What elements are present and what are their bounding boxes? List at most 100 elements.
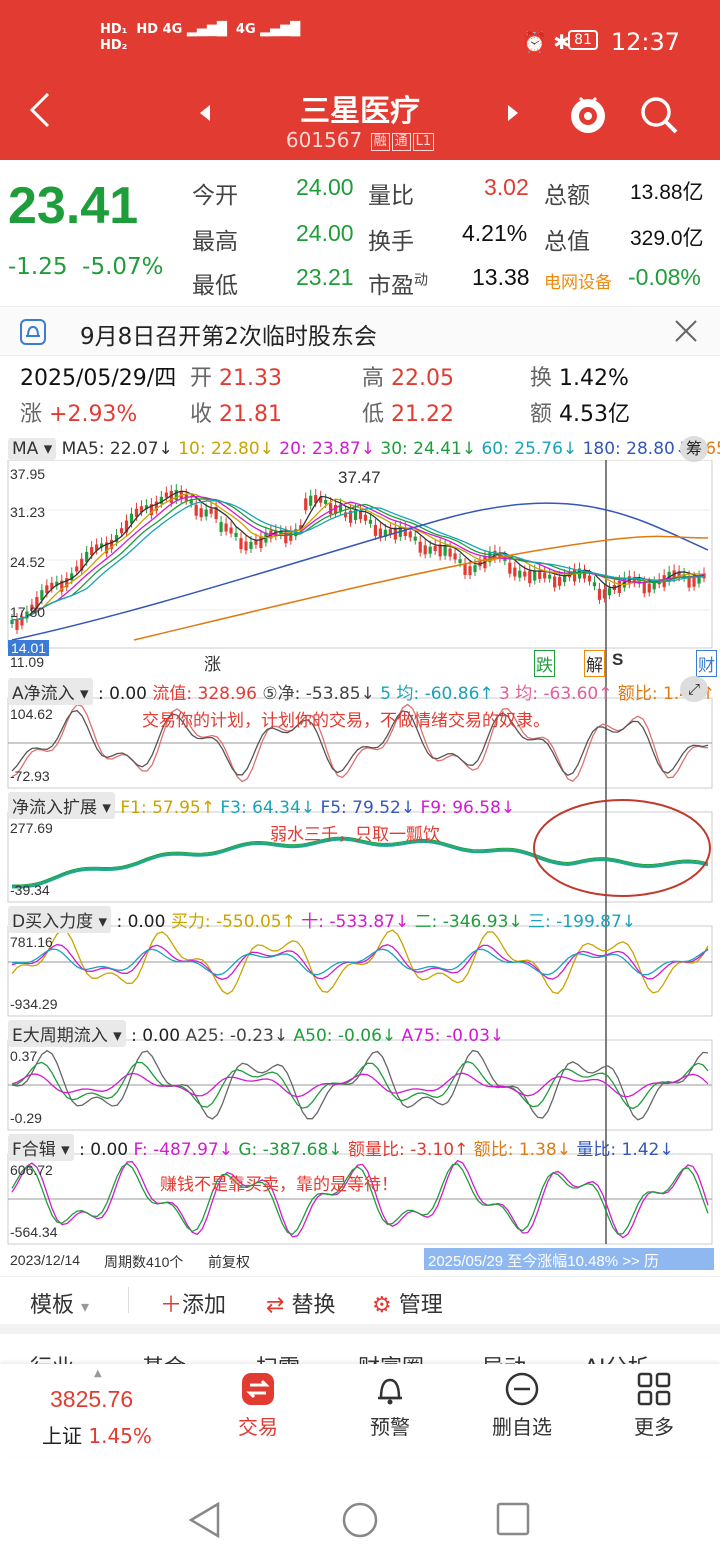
candle-body xyxy=(219,522,223,533)
tab-ai-analysis[interactable]: AI分析 xyxy=(584,1350,650,1364)
indicator-line xyxy=(11,709,709,776)
kline-charts[interactable] xyxy=(0,460,720,1270)
tab-movement[interactable]: 异动 xyxy=(482,1350,526,1364)
replace-button[interactable]: ⇄ 替换 xyxy=(266,1293,336,1318)
candle-body xyxy=(338,504,343,512)
indicator-line xyxy=(11,948,709,976)
back-button[interactable] xyxy=(28,90,52,134)
robot-assistant-icon[interactable] xyxy=(566,92,610,140)
system-recents-icon[interactable] xyxy=(496,1502,530,1540)
close-icon[interactable] xyxy=(674,319,698,347)
panel-frame xyxy=(7,460,713,649)
market-cap-value: 329.0亿 xyxy=(630,227,704,250)
ind-a-axis-top: 104.62 xyxy=(10,706,53,722)
nav-remove-watchlist[interactable]: 删自选 xyxy=(472,1372,572,1440)
tab-industry[interactable]: 行业 xyxy=(30,1350,74,1364)
tab-minesweeper[interactable]: 扫雷 xyxy=(256,1350,300,1364)
system-home-icon[interactable] xyxy=(342,1502,378,1542)
indicator-line xyxy=(11,1162,709,1236)
candle-body xyxy=(25,611,29,619)
candle-body xyxy=(244,541,248,551)
candle-body xyxy=(353,509,358,520)
candle-body xyxy=(60,580,64,592)
candle-body xyxy=(333,504,338,514)
info-tabs: 行业 基金 扫雷 财富圈 异动 AI分析 xyxy=(0,1334,720,1364)
bell-icon xyxy=(340,1372,440,1411)
candle-body xyxy=(214,507,218,520)
high-label: 最高 xyxy=(192,229,238,255)
candle-body xyxy=(637,579,641,584)
template-button[interactable]: 模板 ▾ xyxy=(30,1293,90,1318)
index-value[interactable]: 3825.76 xyxy=(50,1386,134,1412)
candle-body xyxy=(558,576,562,586)
indicator-d-dropdown[interactable]: D买入力度 ▾ xyxy=(8,906,112,933)
announcement-bar[interactable]: 9月8日召开第2次临时股东会 xyxy=(0,306,720,356)
kline-high: 高 22.05 xyxy=(362,366,454,391)
candle-body xyxy=(194,504,198,516)
range-gain-bar[interactable]: 2025/05/29 至今涨幅10.48% >> 历 xyxy=(424,1248,714,1270)
kline-open: 开 21.33 xyxy=(190,366,282,391)
ma365-line xyxy=(133,535,709,641)
indicator-b-dropdown[interactable]: 净流入扩展 ▾ xyxy=(8,792,115,819)
search-icon[interactable] xyxy=(638,94,680,140)
indicator-line xyxy=(11,1072,709,1098)
index-info[interactable]: 上证 1.45% xyxy=(42,1424,152,1448)
candle-body xyxy=(518,570,522,578)
open-value: 24.00 xyxy=(296,174,354,200)
nav-more[interactable]: 更多 xyxy=(604,1372,704,1440)
candle-body xyxy=(144,505,149,510)
candle-body xyxy=(348,510,353,523)
expand-icon[interactable]: ⤢ xyxy=(680,676,708,702)
next-stock-button[interactable] xyxy=(506,104,520,126)
candle-body xyxy=(548,574,552,579)
hand-drawn-circle xyxy=(533,799,711,897)
ind-a-note: 交易你的计划，计划你的交易，不做情绪交易的奴隶。 xyxy=(142,711,550,731)
kline-low: 低 21.22 xyxy=(362,402,454,427)
indicator-b-legend: 净流入扩展 ▾ F1: 57.95↑ F3: 64.34↓ F5: 79.52↓… xyxy=(8,792,515,819)
candle-body xyxy=(314,495,318,504)
battery-icon: 81 xyxy=(568,30,598,50)
manage-button[interactable]: ⚙ 管理 xyxy=(372,1293,443,1318)
candle-body xyxy=(647,583,651,593)
pe-value: 13.38 xyxy=(472,264,530,290)
candle-body xyxy=(209,508,213,514)
nav-trade[interactable]: 交易 xyxy=(208,1372,308,1440)
kline-date: 2025/05/29/四 xyxy=(20,366,177,391)
candle-body xyxy=(363,514,368,521)
ind-d-axis-top: 781.16 xyxy=(10,934,53,950)
ind-b-note: 弱水三千，只取一瓢饮 xyxy=(270,825,440,845)
add-button[interactable]: ＋添加 xyxy=(160,1293,227,1318)
indicator-line xyxy=(11,1049,709,1121)
mark-cai: 财 xyxy=(696,650,717,677)
ind-e-axis-top: 0.37 xyxy=(10,1048,38,1064)
status-time: 12:37 xyxy=(610,28,680,56)
last-price: 23.41 xyxy=(8,177,139,235)
chip-button[interactable]: 筹 xyxy=(680,436,708,462)
candle-body xyxy=(119,528,124,534)
ma-dropdown[interactable]: MA ▾ xyxy=(8,438,57,460)
candle-body xyxy=(169,490,173,503)
candle-body xyxy=(114,535,119,543)
adjust-mode[interactable]: 前复权 xyxy=(208,1254,250,1270)
tab-wealth-circle[interactable]: 财富圈 xyxy=(358,1350,424,1364)
system-back-icon[interactable] xyxy=(188,1501,222,1542)
alarm-icon: ⏰ ✱ xyxy=(521,30,570,54)
indicator-f-dropdown[interactable]: F合辑 ▾ xyxy=(8,1134,74,1161)
candle-body xyxy=(309,495,313,506)
indicator-a-dropdown[interactable]: A净流入 ▾ xyxy=(8,678,93,705)
prev-stock-button[interactable] xyxy=(198,104,212,126)
mark-die: 跌 xyxy=(534,650,555,677)
candle-body xyxy=(15,618,19,630)
candle-body xyxy=(682,573,686,578)
nav-alert[interactable]: 预警 xyxy=(340,1372,440,1440)
candle-body xyxy=(592,582,597,587)
candle-body xyxy=(458,559,462,564)
tab-fund[interactable]: 基金 xyxy=(142,1350,186,1364)
stock-code-line: 601567 融通 L1 xyxy=(0,128,720,152)
open-label: 今开 xyxy=(192,183,238,209)
candle-body xyxy=(249,541,253,549)
candle-body xyxy=(254,539,258,545)
candle-body xyxy=(189,499,193,504)
sector-name[interactable]: 电网设备 xyxy=(544,273,612,293)
indicator-e-dropdown[interactable]: E大周期流入 ▾ xyxy=(8,1020,126,1047)
